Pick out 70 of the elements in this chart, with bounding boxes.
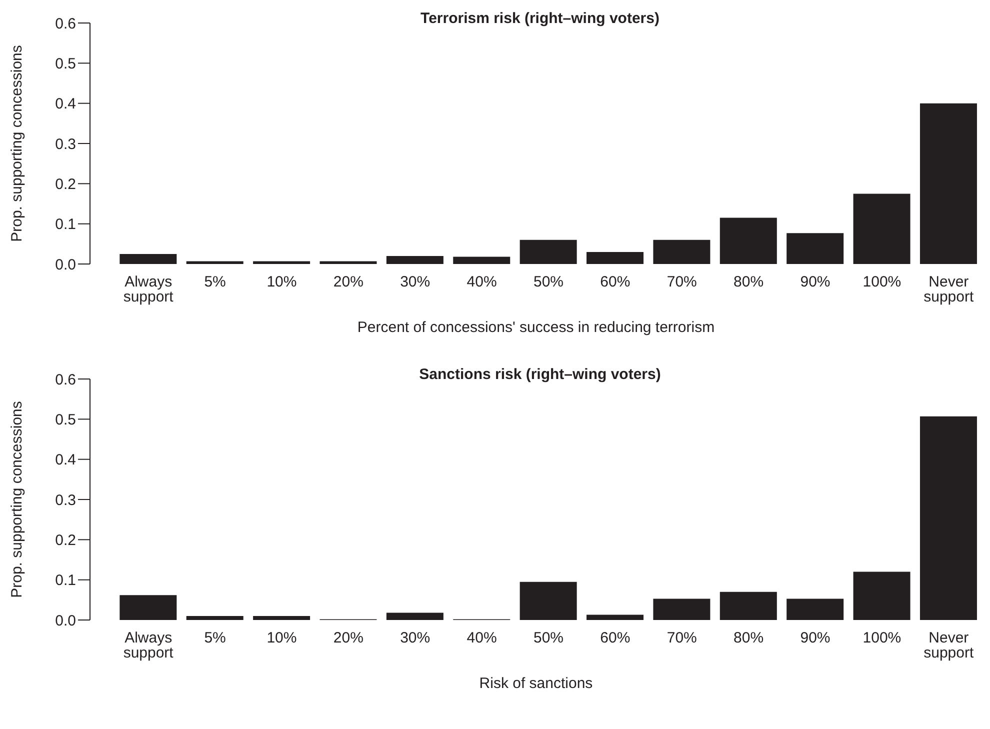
bar xyxy=(453,256,510,264)
bar xyxy=(720,592,777,620)
y-axis-title: Prop. supporting concessions xyxy=(8,45,26,242)
bar xyxy=(853,572,910,620)
chart-title: Sanctions risk (right–wing voters) xyxy=(418,366,662,383)
y-tick-label: 0.5 xyxy=(55,55,76,72)
bar xyxy=(186,616,244,620)
y-tick-label: 0.1 xyxy=(55,216,76,234)
x-tick-label: Never support xyxy=(924,274,974,306)
bar xyxy=(320,261,377,264)
bar xyxy=(386,612,444,620)
x-tick-label: 90% xyxy=(800,630,830,647)
y-tick-label: 0.4 xyxy=(55,96,76,113)
bar xyxy=(653,598,710,620)
bar xyxy=(253,261,310,264)
x-tick-label: Always support xyxy=(123,630,174,662)
x-tick-label: Never support xyxy=(924,630,974,662)
y-tick-label: 0.2 xyxy=(55,176,76,193)
bar xyxy=(920,416,977,620)
y-tick-label: 0.6 xyxy=(55,371,76,388)
y-tick-label: 0.3 xyxy=(55,492,76,509)
bar xyxy=(720,218,777,264)
y-tick-label: 0.0 xyxy=(55,256,76,274)
x-tick-label: 40% xyxy=(466,630,497,647)
x-tick-label: 30% xyxy=(400,274,430,291)
x-tick-label: 70% xyxy=(666,630,697,647)
bar xyxy=(586,614,644,620)
x-tick-label: 60% xyxy=(600,630,630,647)
bar xyxy=(653,240,710,264)
x-tick-label: 90% xyxy=(800,274,830,291)
x-tick-label: 50% xyxy=(533,630,564,647)
y-tick-label: 0.3 xyxy=(55,136,76,153)
x-tick-label: 5% xyxy=(204,274,226,291)
bar xyxy=(586,252,644,264)
y-tick-label: 0.5 xyxy=(55,411,76,428)
y-tick-label: 0.2 xyxy=(55,532,76,549)
x-tick-label: 80% xyxy=(734,274,764,291)
y-tick-label: 0.1 xyxy=(55,572,76,590)
bar xyxy=(186,261,244,264)
bar xyxy=(120,254,177,264)
bar xyxy=(786,598,844,620)
y-tick-label: 0.4 xyxy=(55,452,76,469)
y-axis-title: Prop. supporting concessions xyxy=(8,401,26,598)
bar xyxy=(253,616,310,620)
y-tick-label: 0.0 xyxy=(55,612,76,630)
x-tick-label: 70% xyxy=(666,274,697,291)
bar xyxy=(786,233,844,264)
x-tick-label: 40% xyxy=(466,274,497,291)
x-tick-label: 10% xyxy=(266,630,297,647)
x-tick-label: 80% xyxy=(734,630,764,647)
x-tick-label: 20% xyxy=(333,630,364,647)
x-axis-title: Risk of sanctions xyxy=(479,675,593,692)
x-tick-label: 5% xyxy=(204,630,226,647)
x-tick-label: 30% xyxy=(400,630,430,647)
y-tick-label: 0.6 xyxy=(55,15,76,32)
x-tick-label: 100% xyxy=(862,274,902,291)
x-tick-label: 60% xyxy=(600,274,630,291)
x-tick-label: 20% xyxy=(333,274,364,291)
chart-title: Terrorism risk (right–wing voters) xyxy=(420,10,660,27)
x-tick-label: 50% xyxy=(533,274,564,291)
bar xyxy=(853,194,910,264)
x-axis-title: Percent of concessions' success in reducing terrorism xyxy=(357,319,715,336)
bar xyxy=(120,595,177,620)
bar xyxy=(386,256,444,264)
x-tick-label: 100% xyxy=(862,630,902,647)
x-tick-label: 10% xyxy=(266,274,297,291)
bar xyxy=(520,582,577,620)
bar xyxy=(920,103,977,264)
x-tick-label: Always support xyxy=(123,274,174,306)
bar xyxy=(520,240,577,264)
